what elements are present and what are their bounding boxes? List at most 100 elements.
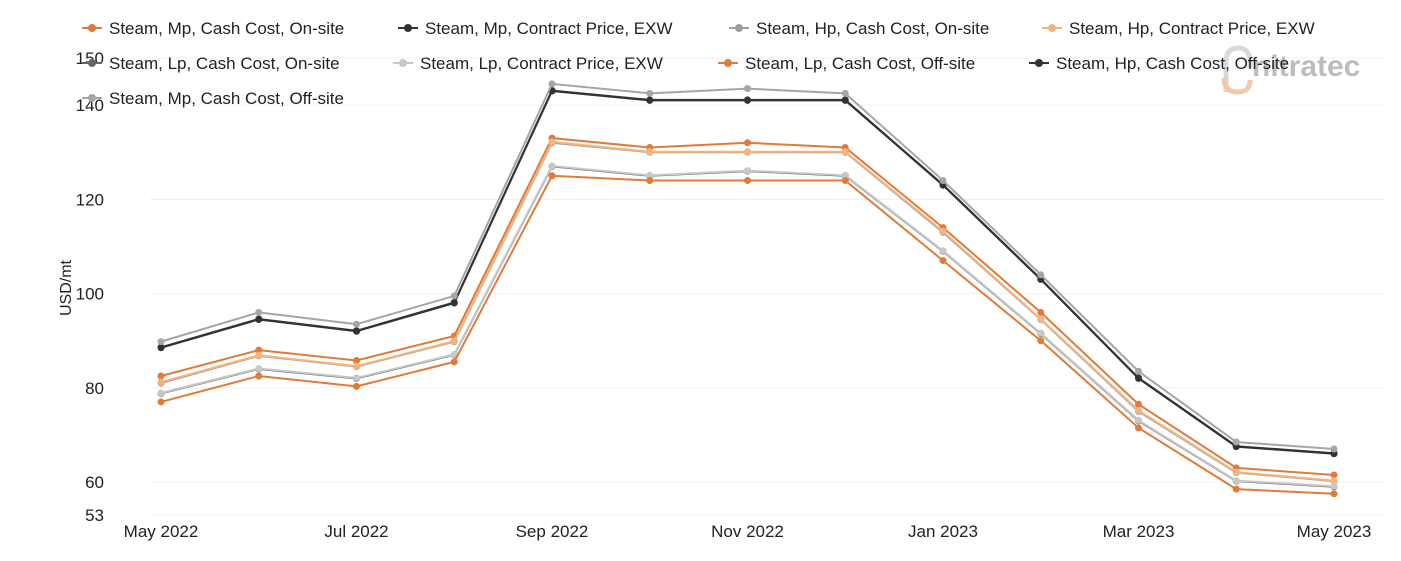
x-tick-label: Jan 2023 — [908, 522, 978, 541]
data-point — [1037, 337, 1045, 345]
data-point — [353, 382, 360, 390]
data-point — [450, 292, 458, 300]
legend: Steam, Mp, Cash Cost, On-site Steam, Mp, … — [82, 19, 1315, 108]
data-point — [450, 350, 458, 358]
data-point — [157, 398, 165, 406]
data-point — [939, 176, 947, 184]
series-line — [160, 164, 1335, 488]
series-7 — [157, 172, 1338, 498]
data-point — [1232, 477, 1240, 485]
y-tick-label: 80 — [85, 379, 104, 398]
series-line — [160, 165, 1335, 488]
data-point — [1330, 482, 1338, 490]
data-point — [255, 372, 263, 380]
y-tick-label: 120 — [76, 190, 104, 209]
data-point — [744, 176, 751, 184]
data-point — [1232, 485, 1240, 493]
data-point — [1037, 271, 1045, 279]
data-point — [255, 315, 263, 323]
legend-label: Steam, Hp, Contract Price, EXW — [1069, 19, 1315, 38]
legend-label: Steam, Mp, Contract Price, EXW — [425, 19, 673, 38]
data-point — [353, 374, 360, 382]
data-point — [450, 299, 458, 307]
data-point — [1135, 400, 1142, 408]
data-point — [646, 96, 654, 104]
legend-swatch-marker — [1035, 59, 1043, 67]
legend-swatch-marker — [724, 59, 732, 67]
legend-item: Steam, Mp, Contract Price, EXW — [398, 19, 673, 38]
data-point — [841, 171, 849, 179]
data-point — [841, 148, 849, 156]
data-point — [255, 351, 263, 359]
y-tick-label: 140 — [76, 96, 104, 115]
data-point — [548, 172, 556, 180]
legend-swatch-marker — [88, 94, 96, 102]
data-point — [353, 356, 360, 364]
legend-swatch-marker — [1048, 24, 1056, 32]
data-point — [1037, 308, 1045, 316]
series-group — [157, 80, 1338, 498]
legend-label: Steam, Lp, Cash Cost, On-site — [109, 54, 340, 73]
data-point — [157, 378, 165, 386]
data-point — [353, 320, 360, 328]
data-point — [744, 96, 751, 104]
data-point — [255, 364, 263, 372]
legend-label: Steam, Mp, Cash Cost, Off-site — [109, 89, 344, 108]
logo-accent-icon — [1221, 77, 1253, 95]
y-axis-label: USD/mt — [58, 259, 75, 316]
logo-mark-icon — [1223, 45, 1253, 92]
legend-label: Steam, Hp, Cash Cost, Off-site — [1056, 54, 1289, 73]
x-tick-label: Jul 2022 — [324, 522, 388, 541]
legend-label: Steam, Lp, Cash Cost, Off-site — [745, 54, 975, 73]
legend-item: Steam, Mp, Cash Cost, Off-site — [82, 89, 344, 108]
legend-item: Steam, Hp, Contract Price, EXW — [1042, 19, 1315, 38]
legend-label: Steam, Hp, Cash Cost, On-site — [756, 19, 989, 38]
data-point — [1232, 438, 1240, 446]
data-point — [157, 372, 165, 380]
series-1 — [157, 134, 1338, 479]
legend-item: Steam, Lp, Cash Cost, On-site — [82, 54, 340, 73]
data-point — [1232, 468, 1240, 476]
data-point — [1037, 329, 1045, 337]
data-point — [744, 85, 751, 93]
data-point — [841, 89, 849, 97]
legend-swatch-marker — [404, 24, 412, 32]
grid-lines — [150, 57, 1385, 516]
series-4 — [157, 138, 1338, 485]
data-point — [353, 327, 360, 335]
data-point — [744, 148, 751, 156]
data-point — [1330, 477, 1338, 485]
data-point — [1037, 315, 1045, 323]
data-point — [646, 176, 654, 184]
data-point — [744, 167, 751, 175]
data-point — [939, 227, 947, 235]
data-point — [744, 139, 751, 147]
data-point — [548, 162, 556, 170]
legend-swatch-marker — [88, 59, 96, 67]
nitratec-logo: nitratec — [1221, 45, 1360, 95]
data-point — [841, 96, 849, 104]
data-point — [646, 148, 654, 156]
data-point — [548, 80, 556, 88]
y-tick-label: 100 — [76, 285, 104, 304]
x-tick-label: Sep 2022 — [516, 522, 589, 541]
x-axis: May 2022 Jul 2022 Sep 2022 Nov 2022 Jan 2023… — [124, 522, 1372, 541]
data-point — [1330, 490, 1338, 498]
data-point — [1135, 416, 1142, 424]
legend-item: Steam, Hp, Cash Cost, Off-site — [1029, 54, 1289, 73]
series-9 — [157, 80, 1338, 453]
legend-item: Steam, Lp, Contract Price, EXW — [393, 54, 663, 73]
series-line — [160, 140, 1335, 482]
data-point — [157, 338, 165, 346]
data-point — [841, 176, 849, 184]
legend-item: Steam, Hp, Cash Cost, On-site — [729, 19, 989, 38]
data-point — [157, 343, 165, 351]
x-tick-label: May 2022 — [124, 522, 199, 541]
data-point — [1135, 367, 1142, 375]
data-point — [255, 346, 263, 354]
legend-swatch-marker — [399, 59, 407, 67]
legend-label: Steam, Mp, Cash Cost, On-site — [109, 19, 344, 38]
x-tick-label: May 2023 — [1297, 522, 1372, 541]
data-point — [353, 362, 360, 370]
